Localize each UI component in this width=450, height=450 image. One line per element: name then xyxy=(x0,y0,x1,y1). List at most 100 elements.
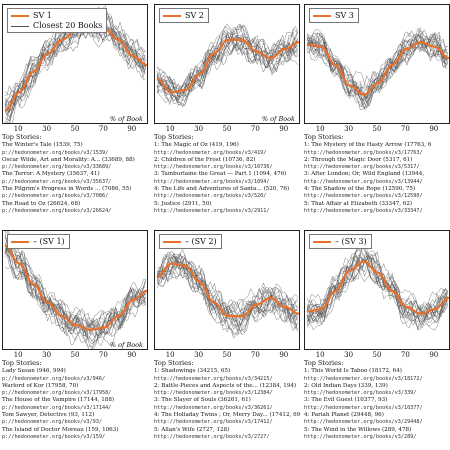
x-tick-label: 50 xyxy=(70,351,80,359)
story-link[interactable]: p://hedonometer.org/books/v3/17144/ xyxy=(2,404,112,411)
closest-book-line xyxy=(306,40,448,110)
x-tick-label: 30 xyxy=(344,351,354,359)
closest-book-line xyxy=(156,261,298,327)
story-link[interactable]: http://hedonometer.org/books/v3/2911/ xyxy=(154,207,270,214)
plot-area: – (SV 3) xyxy=(304,230,450,350)
story-link[interactable]: http://hedonometer.org/books/v3/1094/ xyxy=(154,178,270,185)
closest-book-line xyxy=(306,255,448,316)
legend-label-main: SV 3 xyxy=(335,11,354,20)
closest-book-line xyxy=(156,258,298,336)
story-link[interactable]: p://hedonometer.org/books/v3/93/ xyxy=(2,419,102,426)
closest-book-line xyxy=(4,27,146,109)
story-link[interactable]: http://hedonometer.org/books/v3/339/ xyxy=(304,390,417,397)
x-tick-label: 30 xyxy=(42,125,52,133)
sv-mode-line xyxy=(307,41,449,96)
plot-area: SV 2 % of Book xyxy=(154,4,300,124)
top-stories-heading: Top Stories: xyxy=(304,360,344,367)
legend-item-main: – (SV 2) xyxy=(163,237,217,247)
story-link[interactable]: http://hedonometer.org/books/v3/289/ xyxy=(304,433,417,440)
chart-svg xyxy=(156,23,299,108)
closest-book-line xyxy=(156,43,298,104)
story-title: 4: Pariah Planet (29448, 96) xyxy=(304,412,384,419)
closest-book-line xyxy=(156,248,298,316)
story-link[interactable]: http://hedonometer.org/books/v3/12384/ xyxy=(154,390,273,397)
legend-swatch-main xyxy=(313,15,331,17)
plot-area: SV 3 xyxy=(304,4,450,124)
top-stories-list: Top Stories: 1: The Mystery of the Hasty … xyxy=(304,134,450,215)
x-tick-label: 30 xyxy=(344,125,354,133)
story-link[interactable]: http://hedonometer.org/books/v3/36261/ xyxy=(154,404,273,411)
chart-panel-1: SV 1 Closest 20 Books% of Book 10 30 50 70 90 T… xyxy=(0,0,148,222)
x-axis-label: % of Book xyxy=(109,341,143,349)
story-link[interactable]: p://hedonometer.org/books/v3/159/ xyxy=(2,433,106,440)
sv-mode-line xyxy=(156,38,299,94)
story-link[interactable]: http://hedonometer.org/books/v3/10377/ xyxy=(304,404,423,411)
story-title: 2: Children of the Frost (10736, 82) xyxy=(154,156,256,163)
story-title: The Winter's Tale (1539, 75) xyxy=(2,142,83,149)
legend: SV 3 xyxy=(309,8,359,23)
sv-mode-line xyxy=(4,25,147,112)
closest-book-line xyxy=(306,37,448,107)
story-title: 2: Through the Magic Door (5317, 61) xyxy=(304,156,413,163)
story-title: 4: The Life and Adventures of Santa... (… xyxy=(154,186,290,193)
chart-panel-3: SV 3 10 30 50 70 90 Top Stories: 1: The Mystery… xyxy=(302,0,450,222)
story-link[interactable]: http://hedonometer.org/books/v3/17412/ xyxy=(154,419,273,426)
legend-item-main: SV 3 xyxy=(313,11,354,21)
legend: – (SV 3) xyxy=(309,234,372,249)
story-link[interactable]: http://hedonometer.org/books/v3/5317/ xyxy=(304,164,420,171)
story-link[interactable]: http://hedonometer.org/books/v3/17763/ xyxy=(304,149,423,156)
story-link[interactable]: http://hedonometer.org/books/v3/33347/ xyxy=(304,207,423,214)
closest-book-line xyxy=(156,256,298,332)
story-link[interactable]: p://hedonometer.org/books/v3/1539/ xyxy=(2,149,109,156)
top-stories-heading: Top Stories: xyxy=(2,360,42,367)
story-link[interactable]: p://hedonometer.org/books/v3/35637/ xyxy=(2,178,112,185)
story-link[interactable]: http://hedonometer.org/books/v3/34215/ xyxy=(154,375,273,382)
closest-book-line xyxy=(306,30,448,107)
legend: SV 2 xyxy=(159,8,209,23)
legend-swatch-main xyxy=(11,15,29,17)
plot-area: – (SV 1) % of Book xyxy=(2,230,148,350)
x-tick-label: 90 xyxy=(127,125,137,133)
story-link[interactable]: http://hedonometer.org/books/v3/419/ xyxy=(154,149,267,156)
legend-label-closest: Closest 20 Books xyxy=(33,21,103,30)
x-tick-label: 50 xyxy=(222,351,232,359)
x-axis-ticks: 10 30 50 70 90 xyxy=(0,351,148,359)
story-title: 4: The Shadow of the Rope (12590, 75) xyxy=(304,186,416,193)
x-axis-label: % of Book xyxy=(109,115,143,123)
x-tick-label: 50 xyxy=(70,125,80,133)
story-title: Warlord of Kor (17958, 70) xyxy=(2,382,79,389)
legend-label-main: SV 2 xyxy=(185,11,204,20)
x-tick-label: 90 xyxy=(127,351,137,359)
top-stories-list: Top Stories: Lady Susan (946, 994) p://hed… xyxy=(2,360,148,441)
story-title: The Pilgrim's Progress in Words ... (708… xyxy=(2,186,132,193)
story-link[interactable]: http://hedonometer.org/books/v3/12590/ xyxy=(304,193,423,200)
story-link[interactable]: http://hedonometer.org/books/v3/2727/ xyxy=(154,433,270,440)
story-link[interactable]: p://hedonometer.org/books/v3/17958/ xyxy=(2,390,112,397)
story-link[interactable]: http://hedonometer.org/books/v3/520/ xyxy=(154,193,267,200)
story-link[interactable]: p://hedonometer.org/books/v3/946/ xyxy=(2,375,106,382)
x-tick-label: 10 xyxy=(315,351,325,359)
story-title: 3: The Slayer of Souls (36261, 61) xyxy=(154,397,251,404)
closest-book-line xyxy=(306,252,448,323)
legend: – (SV 1) xyxy=(7,234,70,249)
story-link[interactable]: p://hedonometer.org/books/v3/26624/ xyxy=(2,207,112,214)
story-link[interactable]: http://hedonometer.org/books/v3/13944/ xyxy=(304,178,423,185)
story-link[interactable]: http://hedonometer.org/books/v3/18172/ xyxy=(304,375,423,382)
x-tick-label: 10 xyxy=(315,125,325,133)
closest-book-line xyxy=(156,264,298,327)
x-tick-label: 70 xyxy=(250,125,260,133)
closest-book-line xyxy=(4,248,146,329)
x-axis-ticks: 10 30 50 70 90 xyxy=(302,351,450,359)
x-tick-label: 50 xyxy=(372,125,382,133)
story-title: 1: The Magic of Oz (419, 196) xyxy=(154,142,239,149)
story-title: 5: Allan's Wife (2727, 128) xyxy=(154,426,230,433)
legend-swatch-main xyxy=(11,241,29,243)
x-tick-label: 90 xyxy=(279,351,289,359)
story-link[interactable]: p://hedonometer.org/books/v3/7086/ xyxy=(2,193,109,200)
closest-book-line xyxy=(306,246,448,322)
story-link[interactable]: http://hedonometer.org/books/v3/10736/ xyxy=(154,164,273,171)
story-link[interactable]: http://hedonometer.org/books/v3/29448/ xyxy=(304,419,423,426)
story-title: The House of the Vampire (17144, 188) xyxy=(2,397,115,404)
story-link[interactable]: p://hedonometer.org/books/v3/33689/ xyxy=(2,164,112,171)
story-title: 1: Shadowings (34215, 65) xyxy=(154,368,231,375)
